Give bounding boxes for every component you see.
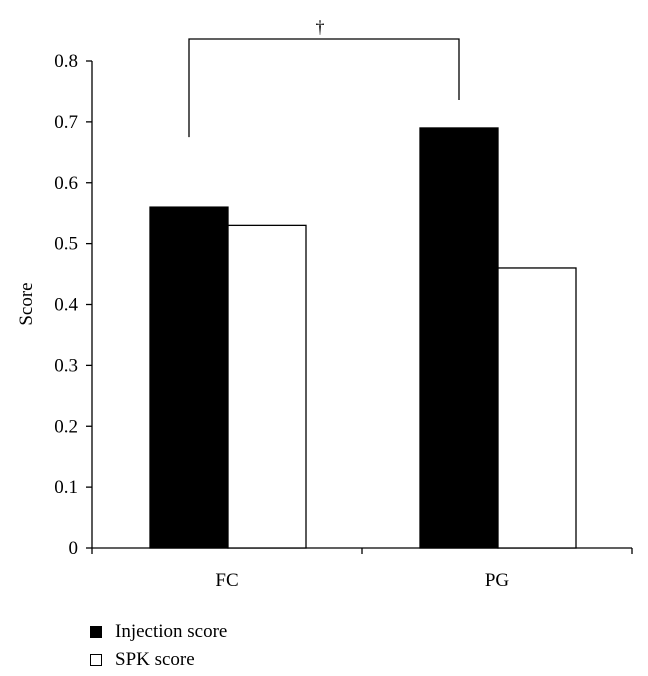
bar-injection-score-fc: [149, 206, 229, 549]
bars: [149, 127, 577, 549]
y-tick-label: 0.4: [54, 295, 78, 316]
y-tick-label: 0.2: [54, 416, 78, 437]
bar-chart: 0 0.1 0.2 0.3 0.4 0.5 0.6 0.7 0.8 FC PG † Score: [16, 17, 633, 591]
legend-label-injection: Injection score: [115, 621, 228, 642]
x-axis: FC PG: [91, 547, 633, 591]
y-axis: 0 0.1 0.2 0.3 0.4 0.5 0.6 0.7 0.8: [54, 51, 93, 559]
y-tick-label: 0.3: [54, 355, 78, 376]
bar-spk-score-pg: [497, 267, 577, 549]
significance-marker: †: [316, 17, 325, 37]
y-tick-label: 0: [69, 538, 79, 559]
bar-injection-score-pg: [419, 127, 499, 549]
x-tick-label: PG: [485, 570, 510, 591]
bar-spk-score-fc: [227, 224, 307, 549]
legend-swatch-spk: [90, 654, 102, 666]
legend: Injection score SPK score: [90, 618, 227, 674]
legend-item-spk-score: SPK score: [90, 646, 227, 674]
legend-swatch-injection: [90, 626, 102, 638]
y-tick-label: 0.5: [54, 234, 78, 255]
y-tick-label: 0.8: [54, 51, 78, 72]
y-axis-label: Score: [16, 282, 37, 325]
y-tick-label: 0.6: [54, 173, 78, 194]
legend-item-injection-score: Injection score: [90, 618, 227, 646]
significance-bracket: [188, 38, 460, 138]
y-tick-label: 0.1: [54, 477, 78, 498]
legend-label-spk: SPK score: [115, 649, 195, 670]
x-tick-label: FC: [215, 570, 238, 591]
y-tick-label: 0.7: [54, 112, 78, 133]
significance-annotation: †: [188, 17, 460, 138]
